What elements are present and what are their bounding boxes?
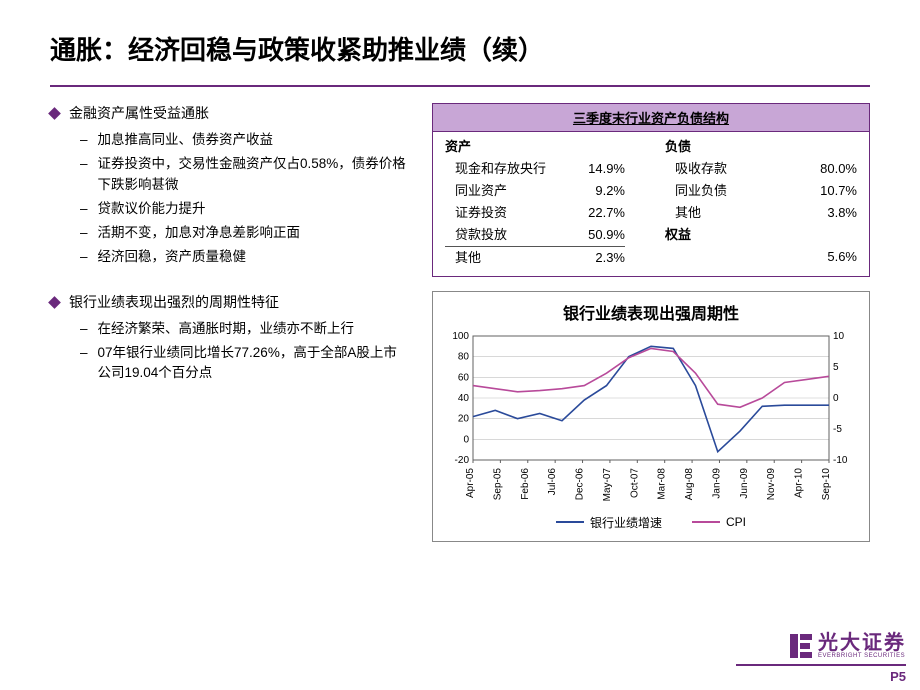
- legend-series2: CPI: [692, 514, 746, 531]
- asset-name: 贷款投放: [445, 224, 565, 246]
- svg-text:Apr-05: Apr-05: [465, 467, 476, 497]
- bullet-sub: 活期不变，加息对净息差影响正面: [80, 223, 410, 243]
- bullet-sub: 07年银行业绩同比增长77.26%，高于全部A股上市公司19.04个百分点: [80, 343, 410, 384]
- asset-value: 9.2%: [565, 180, 625, 202]
- asset-value: 22.7%: [565, 202, 625, 224]
- bullet-main: 金融资产属性受益通胀: [50, 103, 410, 124]
- svg-text:Jul-06: Jul-06: [547, 467, 558, 495]
- table-body: 资产 负债 现金和存放央行14.9% 吸收存款80.0% 同业资产9.2% 同业负债1…: [433, 132, 869, 276]
- chart-legend: 银行业绩增速 CPI: [441, 514, 861, 531]
- diamond-icon: [48, 296, 61, 309]
- chart-plot-area: -20 0 20 40 60 80 100 -10 -5 0 5 10 Apr-05 Sep-05 Feb-…: [441, 330, 861, 510]
- svg-text:Jan-09: Jan-09: [711, 467, 722, 498]
- table-subhead-row: 资产 负债: [445, 136, 857, 158]
- liab-value: 5.6%: [755, 246, 857, 269]
- svg-text:80: 80: [458, 351, 470, 362]
- svg-text:Feb-06: Feb-06: [520, 467, 531, 499]
- svg-text:Nov-09: Nov-09: [766, 467, 777, 500]
- svg-text:40: 40: [458, 393, 470, 404]
- bullet-group: 银行业绩表现出强烈的周期性特征在经济繁荣、高通胀时期，业绩亦不断上行 07年银行业…: [50, 292, 410, 384]
- svg-text:Jun-09: Jun-09: [739, 467, 750, 498]
- legend-series1: 银行业绩增速: [556, 514, 662, 531]
- assets-label: 资产: [445, 136, 565, 158]
- liab-name: 吸收存款: [665, 158, 755, 180]
- liab-value: 10.7%: [755, 180, 857, 202]
- svg-text:Oct-07: Oct-07: [629, 467, 640, 497]
- brand-icon: [790, 634, 812, 658]
- legend-label-2: CPI: [726, 515, 746, 529]
- table-row: 贷款投放50.9% 权益: [445, 224, 857, 246]
- svg-text:100: 100: [452, 331, 469, 342]
- diamond-icon: [48, 107, 61, 120]
- asset-value: 14.9%: [565, 158, 625, 180]
- chart-title: 银行业绩表现出强周期性: [441, 300, 861, 324]
- slide: 通胀：经济回稳与政策收紧助推业绩（续） 金融资产属性受益通胀加息推高同业、债券资…: [0, 0, 920, 542]
- svg-text:-5: -5: [833, 424, 842, 435]
- liab-name: 权益: [665, 224, 755, 246]
- asset-name: 同业资产: [445, 180, 565, 202]
- content-row: 金融资产属性受益通胀加息推高同业、债券资产收益证券投资中，交易性金融资产仅占0.…: [50, 103, 870, 542]
- table-header: 三季度末行业资产负债结构: [433, 104, 869, 132]
- bullet-column: 金融资产属性受益通胀加息推高同业、债券资产收益证券投资中，交易性金融资产仅占0.…: [50, 103, 410, 542]
- legend-label-1: 银行业绩增速: [590, 514, 662, 531]
- svg-text:Apr-10: Apr-10: [794, 467, 805, 497]
- liab-value: 3.8%: [755, 202, 857, 224]
- liab-value: [755, 224, 857, 246]
- svg-text:-10: -10: [833, 455, 848, 466]
- brand-en: EVERBRIGHT SECURITIES: [818, 653, 906, 659]
- bullet-main-text: 金融资产属性受益通胀: [69, 103, 209, 124]
- brand-cn: 光大证券: [818, 633, 906, 653]
- bullet-group: 金融资产属性受益通胀加息推高同业、债券资产收益证券投资中，交易性金融资产仅占0.…: [50, 103, 410, 268]
- liab-value: 80.0%: [755, 158, 857, 180]
- svg-text:20: 20: [458, 413, 470, 424]
- page-title: 通胀：经济回稳与政策收紧助推业绩（续）: [50, 30, 870, 67]
- title-rule: [50, 85, 870, 87]
- footer-rule: [736, 664, 906, 666]
- legend-line-1: [556, 521, 584, 523]
- svg-text:5: 5: [833, 362, 839, 373]
- svg-text:Sep-05: Sep-05: [492, 467, 503, 500]
- svg-text:May-07: May-07: [602, 467, 613, 501]
- table-row: 同业资产9.2% 同业负债10.7%: [445, 180, 857, 202]
- footer: 光大证券 EVERBRIGHT SECURITIES P5: [736, 633, 906, 684]
- bullet-sub: 经济回稳，资产质量稳健: [80, 247, 410, 267]
- asset-value: 2.3%: [565, 246, 625, 269]
- right-column: 三季度末行业资产负债结构 资产 负债 现金和存放央行14.9% 吸收存款80.0%…: [432, 103, 870, 542]
- asset-name: 证券投资: [445, 202, 565, 224]
- svg-text:10: 10: [833, 331, 845, 342]
- table-row: 现金和存放央行14.9% 吸收存款80.0%: [445, 158, 857, 180]
- liab-name: 其他: [665, 202, 755, 224]
- svg-text:-20: -20: [455, 455, 470, 466]
- bullet-sub: 证券投资中，交易性金融资产仅占0.58%，债券价格下跌影响甚微: [80, 154, 410, 195]
- asset-name: 其他: [445, 246, 565, 269]
- asset-name: 现金和存放央行: [445, 158, 565, 180]
- svg-text:Dec-06: Dec-06: [575, 467, 586, 500]
- table-row: 其他2.3% 5.6%: [445, 246, 857, 269]
- brand-text: 光大证券 EVERBRIGHT SECURITIES: [818, 633, 906, 659]
- svg-text:0: 0: [463, 434, 469, 445]
- bullet-sub: 贷款议价能力提升: [80, 199, 410, 219]
- svg-text:0: 0: [833, 393, 839, 404]
- logo-row: 光大证券 EVERBRIGHT SECURITIES: [790, 633, 906, 659]
- svg-text:Sep-10: Sep-10: [821, 467, 832, 500]
- svg-text:Mar-08: Mar-08: [657, 467, 668, 499]
- chart-svg: -20 0 20 40 60 80 100 -10 -5 0 5 10 Apr-05 Sep-05 Feb-…: [441, 330, 861, 510]
- bullet-main-text: 银行业绩表现出强烈的周期性特征: [69, 292, 279, 313]
- page-number: P5: [890, 669, 906, 684]
- balance-sheet-table: 三季度末行业资产负债结构 资产 负债 现金和存放央行14.9% 吸收存款80.0%…: [432, 103, 870, 277]
- svg-text:60: 60: [458, 372, 470, 383]
- bullet-sub: 加息推高同业、债券资产收益: [80, 130, 410, 150]
- bullet-main: 银行业绩表现出强烈的周期性特征: [50, 292, 410, 313]
- liab-name: [665, 246, 755, 269]
- liab-label: 负债: [665, 136, 755, 158]
- chart-container: 银行业绩表现出强周期性 -20 0 20 40 60 80 100 -10 -5 0 5 10 Apr-…: [432, 291, 870, 542]
- bullet-sub: 在经济繁荣、高通胀时期，业绩亦不断上行: [80, 319, 410, 339]
- legend-line-2: [692, 521, 720, 523]
- asset-value: 50.9%: [565, 224, 625, 246]
- table-row: 证券投资22.7% 其他3.8%: [445, 202, 857, 224]
- liab-name: 同业负债: [665, 180, 755, 202]
- svg-text:Aug-08: Aug-08: [684, 467, 695, 500]
